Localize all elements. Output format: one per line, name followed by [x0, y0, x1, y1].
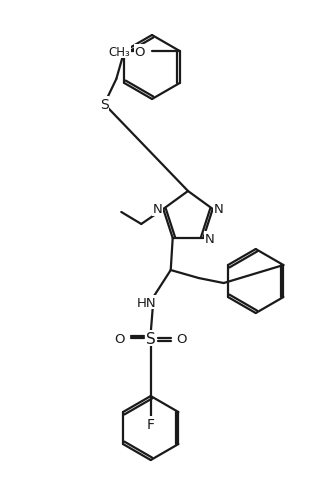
Text: S: S	[146, 331, 156, 346]
Text: O: O	[135, 46, 145, 59]
Text: CH₃: CH₃	[109, 46, 131, 59]
Text: O: O	[114, 332, 125, 345]
Text: N: N	[214, 203, 223, 216]
Text: N: N	[204, 232, 214, 245]
Text: O: O	[176, 332, 187, 345]
Text: F: F	[147, 417, 155, 431]
Text: N: N	[152, 203, 162, 216]
Text: HN: HN	[137, 296, 156, 309]
Text: S: S	[100, 98, 109, 112]
